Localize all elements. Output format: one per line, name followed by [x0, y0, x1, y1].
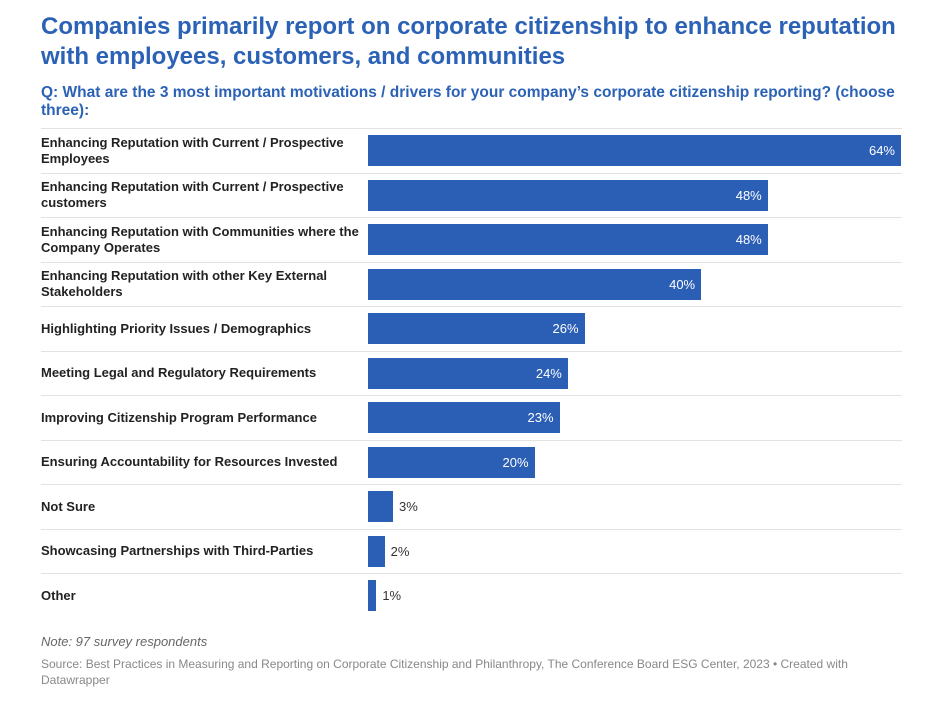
value-label: 1% — [382, 588, 402, 603]
separator — [41, 217, 902, 218]
category-label: Highlighting Priority Issues / Demograph… — [41, 320, 312, 336]
separator — [41, 573, 902, 574]
value-label: 40% — [669, 276, 696, 292]
separator — [41, 484, 902, 485]
category-label: Ensuring Accountability for Resources In… — [41, 454, 338, 469]
separator — [41, 128, 902, 129]
bar — [368, 402, 560, 433]
category-label: Meeting Legal and Regulatory Requirement… — [41, 365, 317, 380]
category-label: Improving Citizenship Program Performanc… — [41, 409, 317, 425]
bar — [368, 580, 377, 611]
category-label: Not Sure — [41, 498, 96, 514]
separator — [41, 306, 902, 307]
bar — [368, 224, 768, 255]
value-label: 2% — [390, 543, 410, 559]
value-label: 48% — [735, 232, 762, 247]
value-label: 26% — [552, 321, 579, 336]
category-label: Enhancing Reputation with other Key Exte… — [41, 268, 328, 299]
separator — [41, 439, 902, 441]
separator — [41, 172, 902, 174]
category-label: Enhancing Reputation with Communities wh… — [41, 223, 359, 255]
value-label: 64% — [868, 143, 895, 158]
chart-title: Companies primarily report on corporate … — [41, 13, 896, 70]
value-label: 24% — [535, 365, 562, 381]
value-label: 23% — [527, 410, 554, 425]
bar — [368, 135, 901, 166]
bar — [368, 491, 393, 522]
chart-subtitle: Q: What are the 3 most important motivat… — [41, 84, 895, 119]
separator — [41, 395, 902, 396]
separator — [41, 261, 902, 263]
bar — [368, 446, 535, 478]
category-label: Enhancing Reputation with Current / Pros… — [41, 179, 344, 210]
separator — [41, 528, 902, 530]
bar — [368, 535, 385, 567]
value-label: 48% — [735, 187, 762, 203]
category-label: Other — [41, 587, 76, 603]
separator — [41, 350, 902, 352]
bar — [368, 268, 702, 300]
note: Note: 97 survey respondents — [41, 634, 208, 649]
category-label: Enhancing Reputation with Current / Pros… — [41, 134, 344, 166]
bar — [368, 313, 585, 344]
value-label: 3% — [398, 499, 418, 514]
source: Source: Best Practices in Measuring and … — [41, 657, 848, 687]
value-label: 20% — [502, 454, 529, 470]
category-label: Showcasing Partnerships with Third-Parti… — [41, 543, 314, 558]
bar — [368, 357, 568, 389]
bar — [368, 179, 768, 211]
